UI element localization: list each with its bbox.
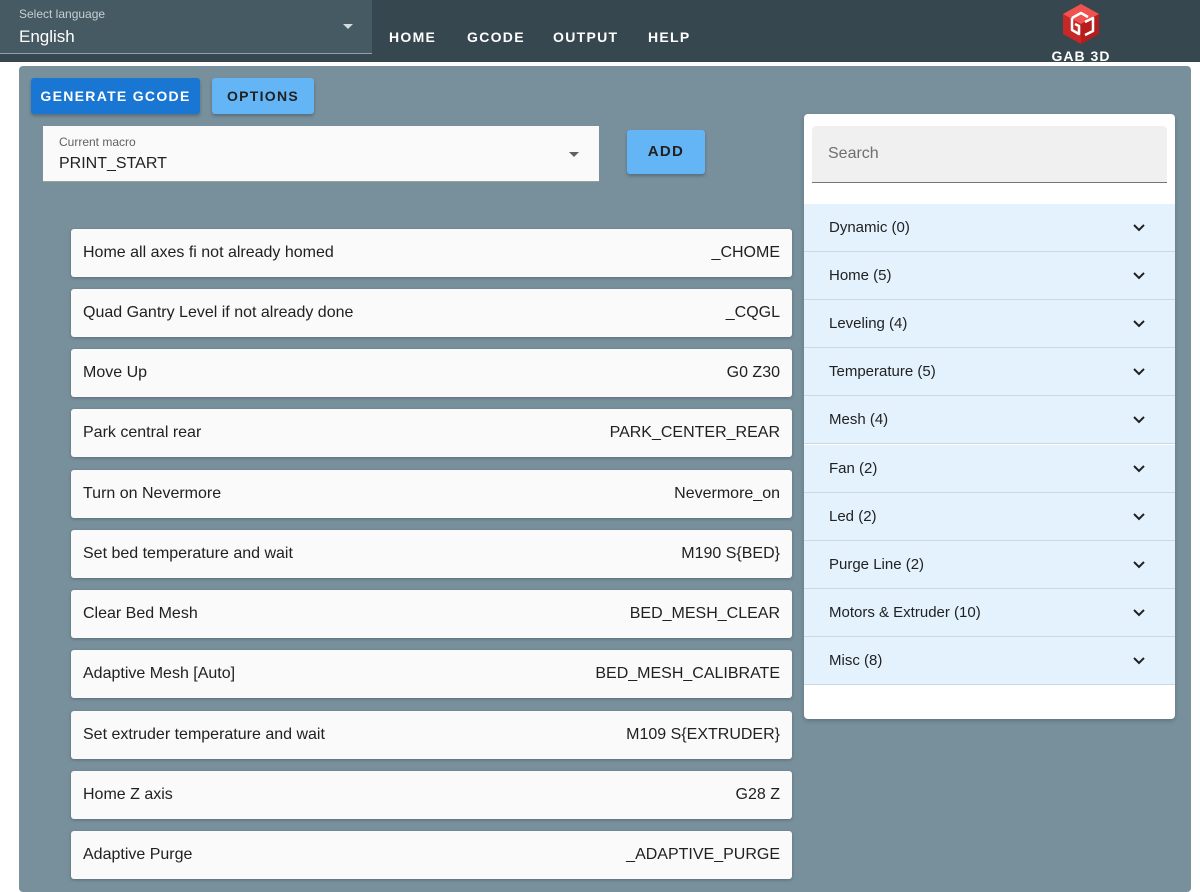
category-dynamic[interactable]: Dynamic (0) xyxy=(804,204,1175,252)
chevron-down-icon[interactable] xyxy=(1131,269,1147,283)
chevron-down-icon[interactable] xyxy=(1131,317,1147,331)
options-button[interactable]: OPTIONS xyxy=(212,78,314,114)
step-code: BED_MESH_CALIBRATE xyxy=(595,665,780,682)
category-label: Misc (8) xyxy=(829,652,883,669)
step-label: Set bed temperature and wait xyxy=(83,545,293,562)
category-fan[interactable]: Fan (2) xyxy=(804,445,1175,493)
macro-step-item[interactable]: Move Up G0 Z30 xyxy=(71,349,792,397)
macro-step-item[interactable]: Set bed temperature and wait M190 S{BED} xyxy=(71,530,792,578)
step-label: Set extruder temperature and wait xyxy=(83,726,325,743)
chevron-down-icon[interactable] xyxy=(1131,654,1147,668)
macro-step-item[interactable]: Adaptive Purge _ADAPTIVE_PURGE xyxy=(71,831,792,879)
step-code: M109 S{EXTRUDER} xyxy=(626,726,780,743)
nav-gcode[interactable]: GCODE xyxy=(467,29,525,45)
step-label: Move Up xyxy=(83,364,148,381)
macro-step-item[interactable]: Set extruder temperature and wait M109 S… xyxy=(71,711,792,759)
add-button[interactable]: ADD xyxy=(627,130,705,174)
category-motors-extruder[interactable]: Motors & Extruder (10) xyxy=(804,589,1175,637)
step-code: G28 Z xyxy=(735,786,780,803)
category-label: Led (2) xyxy=(829,508,877,525)
macro-step-item[interactable]: Home Z axis G28 Z xyxy=(71,771,792,819)
macro-library-panel: Dynamic (0) Home (5) Leveling (4) Temper… xyxy=(804,114,1175,719)
nav-home[interactable]: HOME xyxy=(389,29,437,45)
step-label: Park central rear xyxy=(83,424,202,441)
macro-step-item[interactable]: Quad Gantry Level if not already done _C… xyxy=(71,289,792,337)
logo-text: GAB 3D xyxy=(1051,48,1111,64)
step-code: G0 Z30 xyxy=(726,364,780,381)
chevron-down-icon[interactable] xyxy=(1131,365,1147,379)
step-code: _CQGL xyxy=(725,304,780,321)
macro-step-item[interactable]: Clear Bed Mesh BED_MESH_CLEAR xyxy=(71,590,792,638)
current-macro-label: Current macro xyxy=(59,135,136,149)
category-misc[interactable]: Misc (8) xyxy=(804,637,1175,685)
language-select-label: Select language xyxy=(19,7,106,21)
logo[interactable]: GAB 3D xyxy=(1050,2,1114,64)
step-code: PARK_CENTER_REAR xyxy=(609,424,780,441)
macro-step-item[interactable]: Home all axes fi not already homed _CHOM… xyxy=(71,229,792,277)
category-label: Temperature (5) xyxy=(829,363,936,380)
nav-output[interactable]: OUTPUT xyxy=(553,29,619,45)
language-select[interactable]: Select language English xyxy=(0,0,372,54)
step-code: _CHOME xyxy=(711,244,780,261)
current-macro-value[interactable]: PRINT_START xyxy=(59,155,167,172)
step-code: Nevermore_on xyxy=(674,485,780,502)
chevron-down-icon[interactable] xyxy=(1131,462,1147,476)
category-mesh[interactable]: Mesh (4) xyxy=(804,396,1175,444)
step-code: BED_MESH_CLEAR xyxy=(629,605,780,622)
step-code: M190 S{BED} xyxy=(681,545,780,562)
category-home[interactable]: Home (5) xyxy=(804,252,1175,300)
step-label: Adaptive Purge xyxy=(83,846,193,863)
search-input[interactable] xyxy=(812,126,1167,182)
chevron-down-icon[interactable] xyxy=(1131,413,1147,427)
generate-gcode-button[interactable]: GENERATE GCODE xyxy=(31,78,200,114)
category-label: Purge Line (2) xyxy=(829,556,925,573)
step-label: Home all axes fi not already homed xyxy=(83,244,334,261)
cube-logo-icon xyxy=(1063,4,1099,44)
caret-down-icon[interactable] xyxy=(343,24,353,29)
category-purge-line[interactable]: Purge Line (2) xyxy=(804,541,1175,589)
chevron-down-icon[interactable] xyxy=(1131,221,1147,235)
category-label: Leveling (4) xyxy=(829,315,908,332)
category-led[interactable]: Led (2) xyxy=(804,493,1175,541)
language-select-value[interactable]: English xyxy=(19,27,75,46)
step-label: Clear Bed Mesh xyxy=(83,605,198,622)
category-leveling[interactable]: Leveling (4) xyxy=(804,300,1175,348)
category-temperature[interactable]: Temperature (5) xyxy=(804,348,1175,396)
nav-help[interactable]: HELP xyxy=(648,29,691,45)
app-bar: Select language English HOME GCODE OUTPU… xyxy=(0,0,1200,64)
current-macro-select[interactable]: Current macro PRINT_START xyxy=(43,126,599,182)
macro-step-item[interactable]: Turn on Nevermore Nevermore_on xyxy=(71,470,792,518)
category-label: Mesh (4) xyxy=(829,411,889,428)
category-label: Dynamic (0) xyxy=(829,219,910,236)
macro-step-item[interactable]: Park central rear PARK_CENTER_REAR xyxy=(71,409,792,457)
category-label: Home (5) xyxy=(829,267,892,284)
caret-down-icon[interactable] xyxy=(569,152,579,157)
step-label: Quad Gantry Level if not already done xyxy=(83,304,354,321)
chevron-down-icon[interactable] xyxy=(1131,510,1147,524)
step-label: Turn on Nevermore xyxy=(83,485,222,502)
step-code: _ADAPTIVE_PURGE xyxy=(626,846,780,863)
category-label: Motors & Extruder (10) xyxy=(829,604,981,621)
search-field[interactable] xyxy=(812,126,1167,183)
macro-step-item[interactable]: Adaptive Mesh [Auto] BED_MESH_CALIBRATE xyxy=(71,650,792,698)
step-label: Home Z axis xyxy=(83,786,173,803)
step-label: Adaptive Mesh [Auto] xyxy=(83,665,236,682)
category-label: Fan (2) xyxy=(829,460,878,477)
chevron-down-icon[interactable] xyxy=(1131,558,1147,572)
chevron-down-icon[interactable] xyxy=(1131,606,1147,620)
